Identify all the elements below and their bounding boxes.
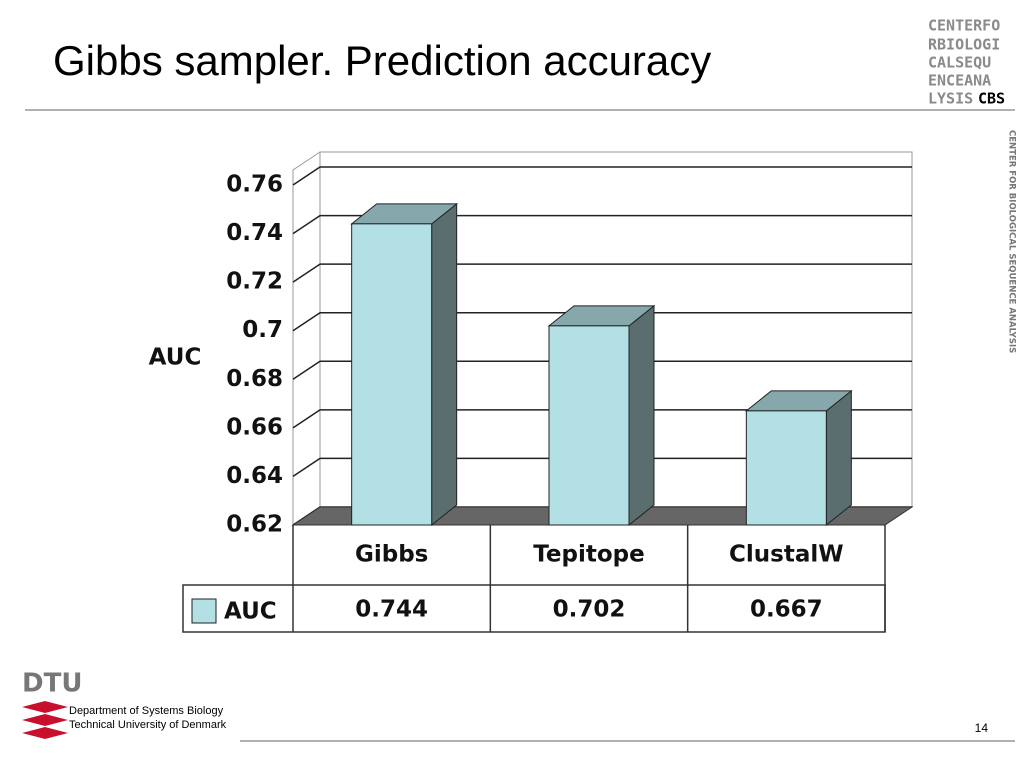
footer-line: Technical University of Denmark [69,719,227,731]
y-tick-label: 0.72 [226,269,283,295]
y-axis-label: AUC [149,345,202,371]
logo-mark: CBS [978,90,1005,108]
y-tick-label: 0.7 [242,317,283,343]
footer-line: Department of Systems Biology [69,705,224,717]
y-tick-label: 0.64 [226,463,283,489]
side-wall [292,151,321,526]
grid-line [292,457,912,478]
logo-line: ENCEANA [928,72,991,90]
logo-line: LYSIS [928,90,973,108]
y-tick-label: 0.66 [226,414,283,440]
grid-line [292,409,912,429]
bar [745,410,827,526]
slide-title: Gibbs sampler. Prediction accuracy [53,37,711,84]
page-number: 14 [975,721,989,735]
bar [548,325,630,526]
logo-line: CENTERFO [928,17,1000,35]
logo-line: CALSEQU [928,54,991,72]
footer-logo: DTU [22,669,82,699]
grid-line [292,311,912,332]
legend-label: AUC [224,599,277,625]
side-text: CENTER FOR BIOLOGICAL SEQUENCE ANALYSIS [1007,130,1017,353]
y-tick-label: 0.74 [226,220,283,246]
x-tick-label: ClustalW [729,542,844,568]
y-tick-label: 0.68 [226,366,283,392]
bar-side [825,389,852,527]
cbs-logo: CENTERFO RBIOLOGI CALSEQU ENCEANA LYSIS … [928,17,1005,108]
table-value: 0.702 [553,597,626,623]
grid-line [292,263,912,283]
dtu-stripes [22,701,68,739]
table-value: 0.667 [750,597,823,623]
y-tick-label: 0.62 [226,512,283,538]
grid-line [292,360,912,380]
y-tick-label: 0.76 [226,172,283,198]
bar-side [431,202,458,527]
bar [351,223,433,526]
grid-line [292,166,912,186]
x-tick-label: Gibbs [355,542,428,568]
logo-line: RBIOLOGI [928,36,1000,54]
x-tick-label: Tepitope [533,542,644,568]
bar-side [628,304,655,527]
grid-line [292,214,912,235]
table-value: 0.744 [355,597,428,623]
legend-swatch [191,598,217,624]
